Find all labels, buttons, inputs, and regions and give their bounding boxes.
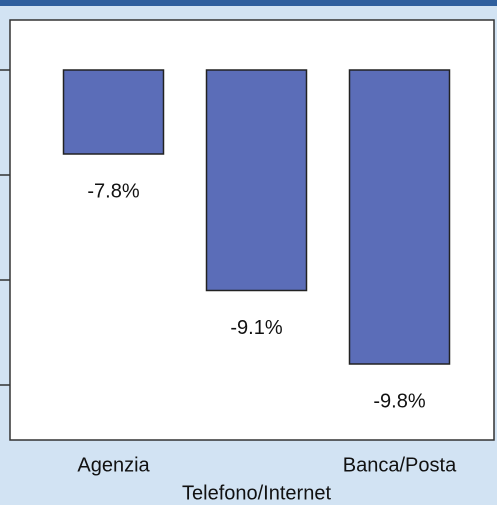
x-tick-label: Banca/Posta	[343, 454, 457, 476]
x-tick-label: Telefono/Internet	[182, 482, 331, 504]
bar	[348, 69, 451, 365]
top-strip	[0, 0, 497, 6]
bar	[205, 69, 308, 292]
bar	[62, 69, 165, 155]
value-label: -7.8%	[87, 180, 139, 202]
x-tick-label: Agenzia	[77, 454, 150, 476]
value-label: -9.1%	[230, 317, 282, 339]
value-label: -9.8%	[373, 390, 425, 412]
